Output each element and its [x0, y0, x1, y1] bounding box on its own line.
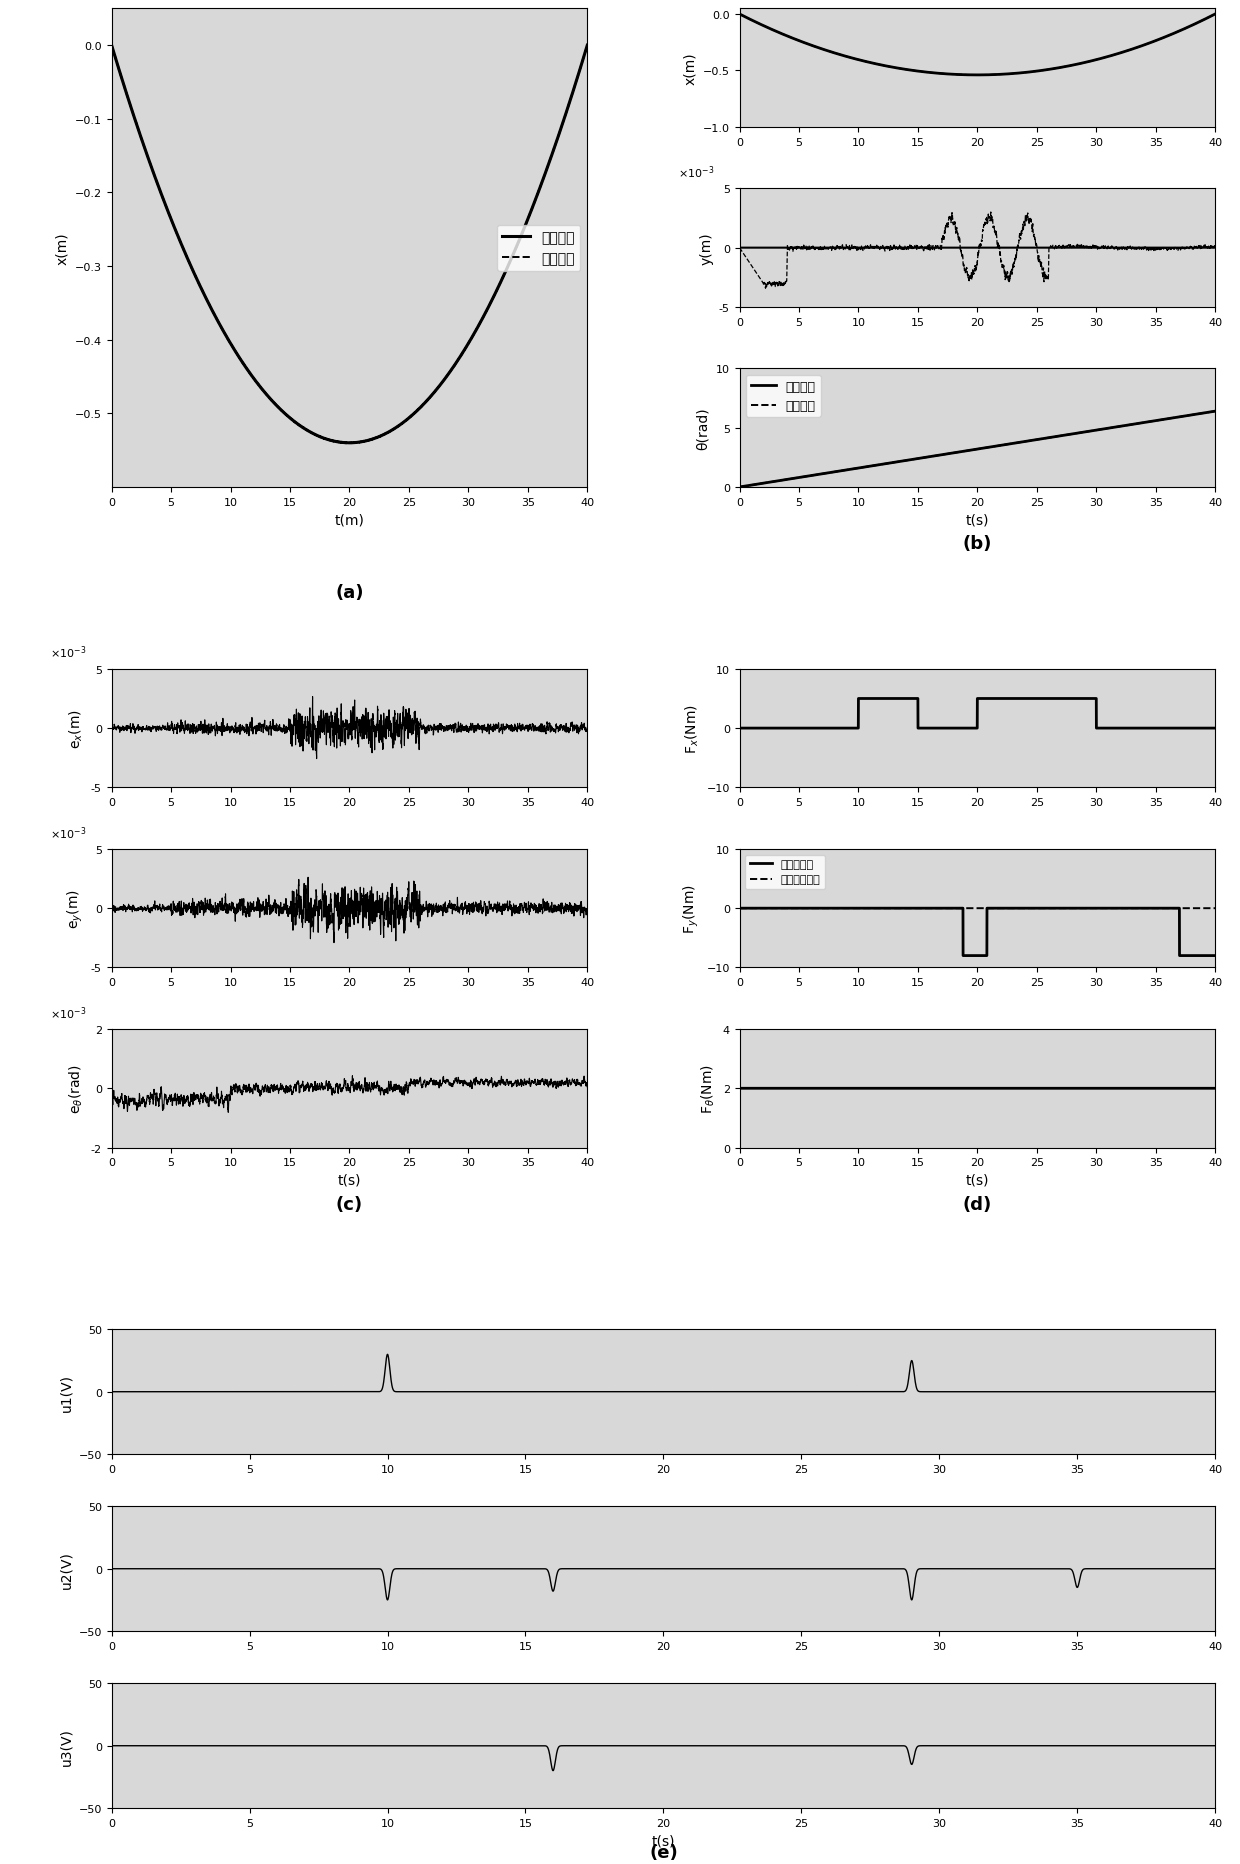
参考轨迹	[580, 35, 595, 58]
近似器预测値	[971, 898, 986, 921]
参考轨迹	[198, 287, 213, 309]
实际轨迹	[827, 462, 842, 485]
实际轨迹	[428, 380, 443, 403]
实际扫动量	[1208, 945, 1223, 967]
参考轨迹	[935, 444, 950, 466]
X-axis label: t(s): t(s)	[337, 1172, 361, 1187]
参考轨迹	[827, 462, 842, 485]
Y-axis label: x(m): x(m)	[56, 233, 69, 265]
X-axis label: t(m): t(m)	[335, 513, 365, 528]
Y-axis label: u3(V): u3(V)	[60, 1726, 73, 1765]
Line: 参考轨迹: 参考轨迹	[739, 412, 1215, 488]
Y-axis label: u1(V): u1(V)	[60, 1374, 73, 1411]
Y-axis label: F$_y$(Nm): F$_y$(Nm)	[682, 884, 701, 934]
近似器预测値	[799, 898, 813, 921]
Text: (d): (d)	[962, 1195, 992, 1213]
Y-axis label: θ(rad): θ(rad)	[696, 406, 711, 449]
实际轨迹	[1055, 425, 1070, 447]
Text: (b): (b)	[962, 535, 992, 554]
实际扫动量	[827, 898, 842, 921]
Line: 实际轨迹: 实际轨迹	[112, 47, 588, 444]
Y-axis label: e$_y$(m): e$_y$(m)	[66, 889, 86, 928]
Legend: 参考轨迹, 实际轨迹: 参考轨迹, 实际轨迹	[497, 226, 580, 272]
实际扫动量	[799, 898, 813, 921]
实际轨迹	[580, 35, 595, 58]
近似器预测値	[1055, 898, 1070, 921]
近似器预测値	[732, 898, 746, 921]
Line: 参考轨迹: 参考轨迹	[112, 47, 588, 444]
实际扫动量	[732, 898, 746, 921]
参考轨迹	[342, 432, 357, 455]
Text: $\times 10^{-3}$: $\times 10^{-3}$	[50, 645, 86, 662]
参考轨迹	[171, 227, 186, 250]
参考轨迹	[1055, 425, 1070, 447]
Y-axis label: y(m): y(m)	[699, 233, 713, 265]
实际轨迹	[935, 444, 950, 466]
Line: 实际轨迹: 实际轨迹	[739, 412, 1215, 488]
近似器预测値	[935, 898, 950, 921]
实际轨迹	[345, 432, 360, 455]
Line: 实际扫动量: 实际扫动量	[739, 910, 1215, 956]
X-axis label: t(s): t(s)	[652, 1834, 675, 1847]
Text: (a): (a)	[335, 583, 363, 602]
Legend: 实际扫动量, 近似器预测値: 实际扫动量, 近似器预测値	[745, 856, 825, 889]
X-axis label: t(s): t(s)	[966, 513, 990, 528]
实际轨迹	[799, 466, 813, 488]
Y-axis label: e$_x$(m): e$_x$(m)	[68, 708, 86, 749]
Legend: 参考轨迹, 实际轨迹: 参考轨迹, 实际轨迹	[745, 375, 821, 418]
实际轨迹	[971, 438, 986, 460]
参考轨迹	[343, 432, 358, 455]
Y-axis label: F$_x$(Nm): F$_x$(Nm)	[683, 705, 701, 753]
参考轨迹	[732, 477, 746, 500]
Text: (e): (e)	[649, 1843, 678, 1860]
近似器预测値	[827, 898, 842, 921]
Y-axis label: e$_\theta$(rad): e$_\theta$(rad)	[68, 1064, 86, 1113]
参考轨迹	[971, 438, 986, 460]
Text: $\times 10^{-3}$: $\times 10^{-3}$	[50, 824, 86, 841]
实际轨迹	[1208, 401, 1223, 423]
Text: (c): (c)	[336, 1195, 363, 1213]
实际轨迹	[343, 432, 358, 455]
实际扫动量	[956, 945, 971, 967]
参考轨迹	[940, 444, 955, 466]
实际轨迹	[940, 444, 955, 466]
Text: $\times 10^{-3}$: $\times 10^{-3}$	[678, 164, 714, 181]
实际扫动量	[1055, 898, 1070, 921]
实际轨迹	[311, 425, 326, 447]
实际扫动量	[940, 898, 955, 921]
实际轨迹	[104, 35, 119, 58]
近似器预测値	[1208, 898, 1223, 921]
近似器预测値	[940, 898, 955, 921]
Y-axis label: F$_\theta$(Nm): F$_\theta$(Nm)	[699, 1064, 717, 1113]
参考轨迹	[311, 427, 326, 449]
实际轨迹	[732, 477, 746, 500]
参考轨迹	[799, 466, 813, 488]
Text: $\times 10^{-3}$: $\times 10^{-3}$	[50, 1005, 86, 1021]
参考轨迹	[1208, 401, 1223, 423]
实际扫动量	[971, 945, 986, 967]
实际轨迹	[198, 289, 213, 311]
参考轨迹	[104, 35, 119, 58]
实际轨迹	[171, 227, 186, 250]
实际轨迹	[306, 423, 321, 445]
参考轨迹	[306, 423, 321, 445]
Y-axis label: u2(V): u2(V)	[60, 1551, 73, 1588]
实际扫动量	[935, 898, 950, 921]
Y-axis label: x(m): x(m)	[683, 52, 697, 86]
参考轨迹	[428, 380, 443, 403]
X-axis label: t(s): t(s)	[966, 1172, 990, 1187]
